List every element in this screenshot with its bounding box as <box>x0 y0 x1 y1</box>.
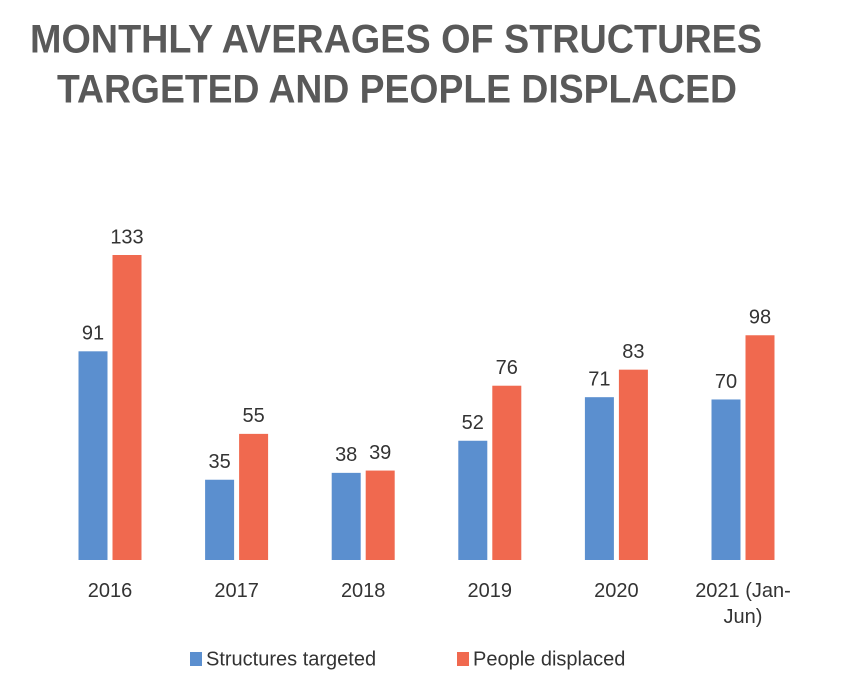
value-label: 38 <box>335 444 357 466</box>
legend-label: Structures targeted <box>206 648 376 670</box>
value-label: 70 <box>715 371 737 393</box>
value-label: 39 <box>369 442 391 464</box>
bar <box>365 470 395 560</box>
chart-title: TARGETED AND PEOPLE DISPLACED <box>57 68 737 112</box>
value-label: 133 <box>110 226 143 248</box>
value-label: 91 <box>82 323 104 345</box>
bar <box>584 397 614 560</box>
value-label: 98 <box>749 307 771 329</box>
legend-swatch <box>190 652 202 666</box>
bar <box>618 369 648 560</box>
bar <box>492 385 522 560</box>
x-tick-label: 2017 <box>214 580 259 602</box>
x-tick-label: 2019 <box>467 580 513 602</box>
legend-label: People displaced <box>473 648 625 670</box>
bar <box>331 472 361 560</box>
x-tick-label: 2021 (Jan-Jun) <box>695 580 791 628</box>
chart-title: MONTHLY AVERAGES OF STRUCTURES <box>30 18 762 62</box>
bar <box>711 399 741 560</box>
value-label: 76 <box>496 357 518 379</box>
bar <box>458 440 488 560</box>
bar <box>239 433 269 560</box>
x-tick-label: 2020 <box>594 580 639 602</box>
legend-swatch <box>457 652 469 666</box>
bar <box>78 351 108 560</box>
x-tick-label: 2016 <box>87 580 133 602</box>
value-label: 52 <box>462 412 484 434</box>
bar <box>112 255 142 560</box>
value-label: 55 <box>242 405 264 427</box>
value-label: 35 <box>208 451 230 473</box>
value-label: 83 <box>622 341 644 363</box>
bar <box>745 335 775 560</box>
bar <box>205 479 235 560</box>
value-label: 71 <box>588 368 610 390</box>
x-tick-label: 2018 <box>340 580 386 602</box>
